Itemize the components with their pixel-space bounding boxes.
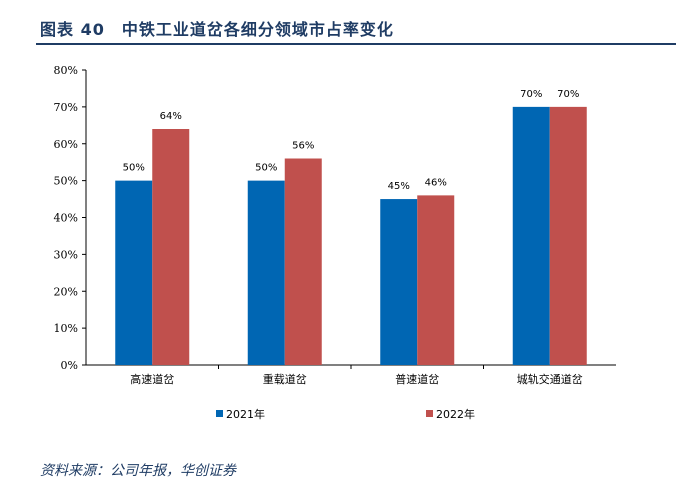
legend-swatch	[216, 410, 223, 417]
y-tick-label: 60%	[54, 138, 78, 151]
bar	[247, 180, 285, 365]
legend-label: 2021年	[226, 407, 265, 421]
y-tick-label: 20%	[54, 285, 78, 298]
data-label: 56%	[292, 141, 314, 152]
bar	[549, 106, 587, 365]
title-divider	[36, 43, 676, 45]
legend-swatch	[426, 410, 433, 417]
y-tick-label: 0%	[61, 359, 78, 372]
legend-label: 2022年	[436, 407, 475, 421]
bar	[512, 106, 550, 365]
y-tick-label: 80%	[54, 64, 78, 77]
bar	[115, 180, 153, 365]
source-note: 资料来源：公司年报，华创证券	[40, 463, 236, 479]
x-tick-label: 普速道岔	[395, 372, 439, 386]
bar	[152, 129, 190, 365]
chart-title: 图表 40 中铁工业道岔各细分领域市占率变化	[40, 20, 394, 39]
y-tick-label: 30%	[54, 248, 78, 261]
y-tick-label: 70%	[54, 101, 78, 114]
x-tick-label: 高速道岔	[130, 372, 174, 386]
y-tick-label: 40%	[54, 212, 78, 225]
data-label: 50%	[255, 163, 277, 174]
y-tick-label: 50%	[54, 175, 78, 188]
data-label: 50%	[123, 163, 145, 174]
x-tick-label: 城轨交通道岔	[517, 372, 583, 386]
bar	[417, 195, 455, 365]
bar	[284, 158, 322, 365]
data-label: 64%	[160, 111, 182, 122]
data-label: 46%	[425, 177, 447, 188]
data-label: 45%	[388, 181, 410, 192]
x-tick-label: 重载道岔	[263, 372, 307, 386]
bar	[380, 199, 418, 365]
data-label: 70%	[557, 89, 579, 100]
y-tick-label: 10%	[54, 322, 78, 335]
data-label: 70%	[520, 89, 542, 100]
